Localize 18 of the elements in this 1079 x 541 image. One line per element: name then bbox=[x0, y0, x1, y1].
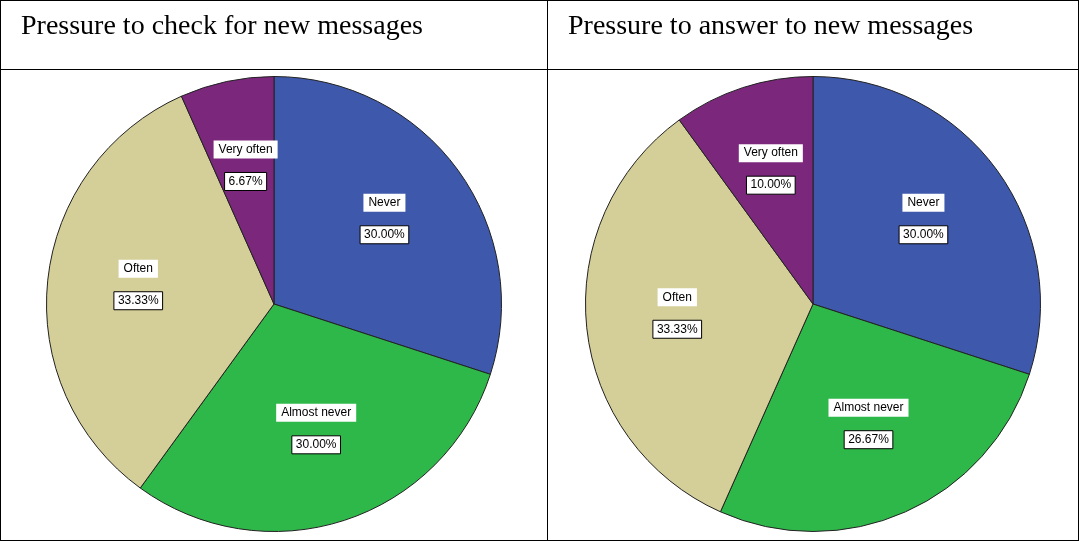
data-label: 33.33% bbox=[656, 321, 698, 336]
data-label: 30.00% bbox=[903, 227, 945, 242]
slice-label: Often bbox=[662, 289, 692, 304]
data-label: 6.67% bbox=[228, 173, 263, 188]
chart-title: Pressure to answer to new messages bbox=[548, 1, 1078, 70]
data-label: 33.33% bbox=[117, 293, 159, 308]
slice-label: Almost never bbox=[281, 405, 352, 420]
data-label: 10.00% bbox=[750, 177, 792, 192]
slice-label: Often bbox=[123, 261, 153, 276]
slice-label: Very often bbox=[743, 145, 798, 160]
slice-label: Never bbox=[368, 195, 401, 210]
slice-label: Never bbox=[907, 195, 940, 210]
data-label: 30.00% bbox=[364, 227, 406, 242]
slice-label: Almost never bbox=[833, 400, 904, 415]
slice-label: Very often bbox=[218, 141, 273, 156]
data-label: 30.00% bbox=[295, 437, 337, 452]
chart-title: Pressure to check for new messages bbox=[1, 1, 547, 70]
data-label: 26.67% bbox=[848, 432, 890, 447]
